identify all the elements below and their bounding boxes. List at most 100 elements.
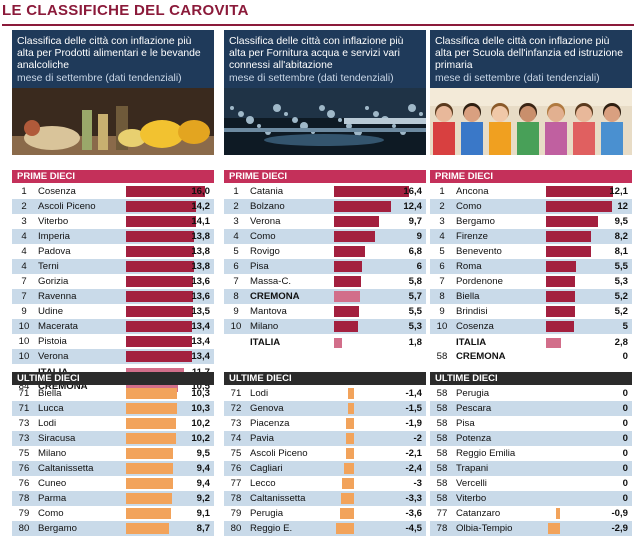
summary-row: 84 CREMONA 10,5 (12, 380, 214, 394)
table-row: 80 Reggio E. -4,5 (224, 521, 426, 536)
summary-row: 58 CREMONA 0 (430, 350, 632, 364)
city-label: Cosenza (456, 321, 494, 332)
table-row: 1 Cosenza 16,0 (12, 184, 214, 199)
rank-label: 9 (233, 306, 239, 317)
rank-label: 10 (18, 336, 30, 347)
city-label: Udine (38, 306, 64, 317)
value-bar (548, 523, 560, 534)
table-row: 58 Pisa 0 (430, 416, 632, 431)
table-row: 1 Ancona 12,1 (430, 184, 632, 199)
value-label: 13,4 (191, 321, 210, 332)
city-label: Perugia (456, 388, 490, 399)
table-row: 79 Perugia -3,6 (224, 506, 426, 521)
value-label: 0 (622, 403, 628, 414)
value-bar (126, 493, 172, 504)
value-label: 12,1 (609, 186, 628, 197)
city-label: Como (38, 508, 64, 519)
value-bar (126, 418, 177, 429)
city-label: Massa-C. (250, 276, 292, 287)
city-label: Trapani (456, 463, 489, 474)
value-bar (546, 321, 574, 332)
section-bottom-ten: ULTIME DIECI (224, 372, 426, 385)
table-row: 10 Pistoia 13,4 (12, 334, 214, 349)
value-bar (126, 433, 177, 444)
panel-title: Classifica delle città con inflazione pi… (17, 36, 201, 72)
value-label: 0 (622, 493, 628, 504)
value-label: 5,5 (408, 306, 422, 317)
city-label: Pisa (250, 261, 269, 272)
table-row: 58 Vercelli 0 (430, 476, 632, 491)
city-label: Brindisi (456, 306, 488, 317)
value-bar (546, 261, 577, 272)
city-label: Roma (456, 261, 482, 272)
section-bottom-ten: ULTIME DIECI (430, 372, 632, 385)
rank-label: 7 (21, 276, 27, 287)
city-label: Reggio E. (250, 523, 293, 534)
value-label: -1,9 (405, 418, 422, 429)
city-label: ITALIA (250, 337, 281, 348)
value-bar (339, 508, 354, 519)
value-label: 8,1 (614, 246, 628, 257)
value-label: 9,5 (614, 216, 628, 227)
city-label: Siracusa (38, 433, 76, 444)
city-label: Reggio Emilia (456, 448, 516, 459)
table-row: 3 Verona 9,7 (224, 214, 426, 229)
value-label: 13,6 (191, 291, 210, 302)
value-bar (334, 246, 366, 257)
value-bar (348, 403, 354, 414)
rank-label: 58 (436, 351, 448, 362)
city-label: Gorizia (38, 276, 69, 287)
city-label: Pordenone (456, 276, 503, 287)
city-label: Imperia (38, 231, 70, 242)
city-label: Viterbo (456, 493, 487, 504)
value-label: 1,8 (408, 337, 422, 348)
value-label: 0 (622, 478, 628, 489)
value-bar (348, 388, 354, 399)
value-label: 9 (416, 231, 422, 242)
table-row: 73 Siracusa 10,2 (12, 431, 214, 446)
city-label: CREMONA (456, 351, 506, 362)
value-bar (126, 508, 172, 519)
rank-label: 9 (439, 306, 445, 317)
value-bar (342, 478, 354, 489)
value-bar (126, 306, 193, 317)
city-label: Ascoli Piceno (250, 448, 308, 459)
value-label: -2,1 (405, 448, 422, 459)
city-label: Biella (456, 291, 480, 302)
table-row: 75 Milano 9,5 (12, 446, 214, 461)
table-row: 6 Roma 5,5 (430, 259, 632, 274)
city-label: ITALIA (456, 337, 487, 348)
value-label: 6,8 (408, 246, 422, 257)
value-label: 5,3 (614, 276, 628, 287)
panel-header: Classifica delle città con inflazione pi… (430, 30, 632, 155)
value-bar (344, 463, 354, 474)
value-bar (126, 448, 174, 459)
value-label: 12,4 (403, 201, 422, 212)
table-row: 76 Cagliari -2,4 (224, 461, 426, 476)
table-row: 8 CREMONA 5,7 (224, 289, 426, 304)
value-label: 13,4 (191, 351, 210, 362)
value-bar (334, 186, 410, 197)
section-top-ten: PRIME DIECI (12, 170, 214, 183)
table-row: 2 Como 12 (430, 199, 632, 214)
rank-label: 7 (233, 276, 239, 287)
value-bar (126, 478, 173, 489)
table-row: 71 Lodi -1,4 (224, 386, 426, 401)
rank-label: 4 (21, 261, 27, 272)
value-label: 14,2 (191, 201, 210, 212)
table-row: 80 Bergamo 8,7 (12, 521, 214, 536)
city-label: Viterbo (38, 216, 69, 227)
city-label: Pistoia (38, 336, 67, 347)
panel-caption: mese di settembre (dati tendenziali) (17, 72, 182, 84)
value-bar (546, 291, 575, 302)
rank-label: 10 (436, 321, 448, 332)
value-label: 10,2 (191, 418, 210, 429)
city-label: Potenza (456, 433, 492, 444)
rank-label: 10 (230, 321, 242, 332)
value-bar (126, 186, 206, 197)
value-bar (126, 351, 193, 362)
rank-label: 2 (233, 201, 239, 212)
rank-label: 78 (230, 493, 242, 504)
value-label: 10,3 (191, 403, 210, 414)
rank-label: 6 (233, 261, 239, 272)
